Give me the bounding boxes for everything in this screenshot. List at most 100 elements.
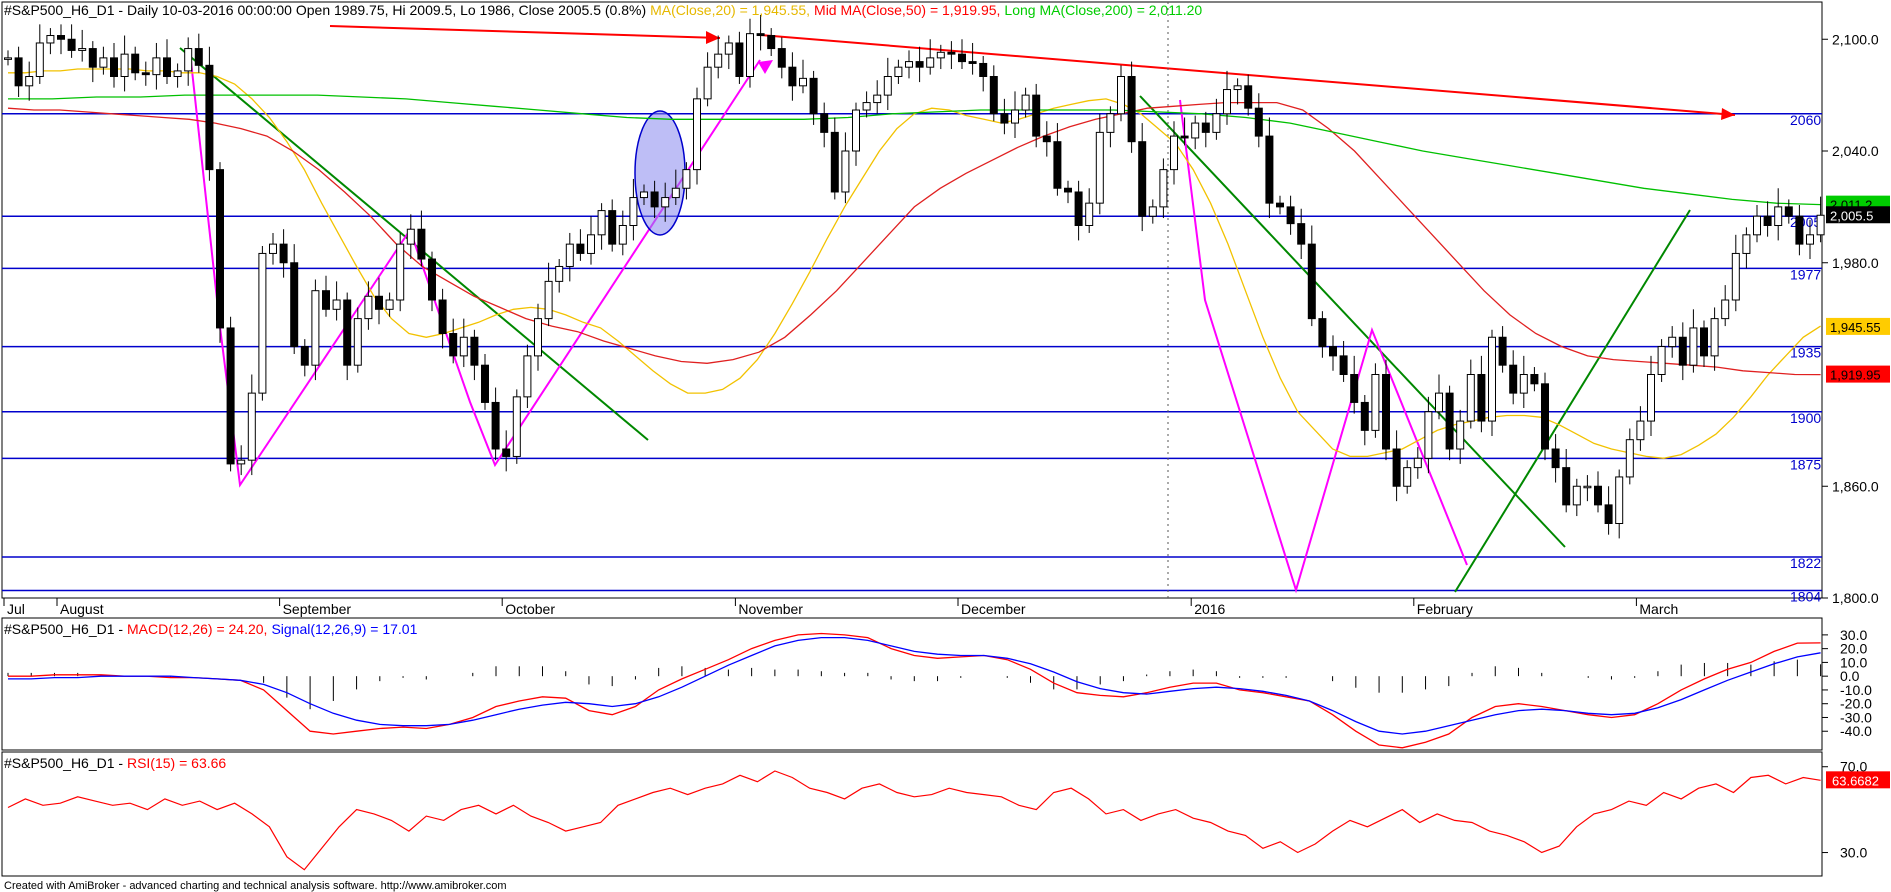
candle-body xyxy=(1625,439,1634,478)
candle-body xyxy=(1519,374,1528,394)
rsi-tick-label: 30.0 xyxy=(1840,845,1867,861)
candle-body xyxy=(1530,374,1539,385)
candle-body xyxy=(576,243,585,254)
macd-panel-frame xyxy=(1,617,1823,751)
candle-body xyxy=(926,57,935,68)
candle-body xyxy=(671,187,680,199)
candle-body xyxy=(481,364,489,403)
rsi-line xyxy=(7,770,1821,871)
candle-body xyxy=(1138,141,1147,217)
candle-body xyxy=(290,262,299,348)
candlesticks xyxy=(4,15,1825,539)
candle-body xyxy=(1721,299,1730,320)
rsi-panel: 70.0 30.0 63.6682 xyxy=(7,759,1890,871)
price-axis: 2,100.0 2,040.0 1,980.0 1,860.0 1,800.0 xyxy=(1822,31,1879,606)
candle-body xyxy=(1477,374,1486,422)
candle-body xyxy=(99,57,108,68)
candle-body xyxy=(1371,374,1380,431)
price-badge-bg xyxy=(1826,365,1890,383)
green-downtrend-2 xyxy=(1139,95,1566,548)
candle-body xyxy=(1350,374,1359,403)
month-label: September xyxy=(283,601,352,617)
candle-body xyxy=(682,169,691,189)
candle-body xyxy=(1594,485,1602,506)
candle-body xyxy=(703,66,712,100)
candle-body xyxy=(1307,243,1316,320)
level-label-1875: 1875 xyxy=(1790,456,1821,472)
price-tick-label: 1,800.0 xyxy=(1832,590,1879,606)
candle-body xyxy=(163,57,171,77)
candle-body xyxy=(300,346,309,366)
candle-body xyxy=(184,48,193,72)
candle-body xyxy=(343,299,352,366)
rsi-title-rsi: RSI(15) = 63.66 xyxy=(127,755,226,771)
candle-body xyxy=(1689,327,1698,366)
candle-body xyxy=(1032,94,1041,137)
candle-body xyxy=(152,57,161,76)
candle-body xyxy=(693,98,701,171)
candle-body xyxy=(1731,252,1740,301)
macd-title-macd: MACD(12,26) = 24.20, xyxy=(127,621,267,637)
macd-title: #S&P500_H6_D1 - MACD(12,26) = 24.20, Sign… xyxy=(4,621,418,637)
candle-body xyxy=(1445,392,1454,450)
rsi-badge-label: 63.6682 xyxy=(1832,773,1879,788)
candle-body xyxy=(1541,383,1549,450)
magenta-arrowhead xyxy=(758,60,773,74)
candle-body xyxy=(915,61,924,68)
candle-body xyxy=(650,191,659,208)
candle-body xyxy=(1011,109,1019,124)
candle-body xyxy=(597,210,606,236)
magenta-zigzag-2 xyxy=(1179,99,1468,594)
candle-body xyxy=(629,197,638,226)
candle-body xyxy=(788,66,797,87)
candle-body xyxy=(141,72,150,76)
candle-body xyxy=(714,53,723,68)
rsi-panel-frame xyxy=(1,751,1823,877)
candle-body xyxy=(1572,485,1581,506)
macd-tick-label: -30.0 xyxy=(1840,709,1872,725)
rsi-title: #S&P500_H6_D1 - RSI(15) = 63.66 xyxy=(4,755,226,771)
candle-body xyxy=(1636,420,1645,441)
candle-body xyxy=(777,48,786,68)
footer-credit: Created with AmiBroker - advanced charti… xyxy=(4,880,507,892)
top-arrow-red xyxy=(329,25,721,39)
price-title-ma200: Long MA(Close,200) = 2,011.20 xyxy=(1004,2,1202,18)
candle-body xyxy=(587,234,595,254)
macd-tick-label: -40.0 xyxy=(1840,723,1872,739)
candle-body xyxy=(1382,374,1390,450)
candle-body xyxy=(1360,401,1369,431)
candle-body xyxy=(1159,169,1168,208)
candle-body xyxy=(1403,467,1412,487)
price-title-ma20: MA(Close,20) = 1,945.55, xyxy=(650,2,810,18)
price-tick-label: 1,980.0 xyxy=(1832,255,1879,271)
price-badge-bg xyxy=(1826,206,1890,224)
candle-body xyxy=(724,42,733,55)
macd-tick-label: 10.0 xyxy=(1840,654,1867,670)
candle-body xyxy=(205,64,214,171)
candle-body xyxy=(1435,392,1443,413)
candle-body xyxy=(1456,420,1465,450)
level-label-1822: 1822 xyxy=(1790,555,1821,571)
month-axis: Jul August September October November Decembe… xyxy=(3,598,1678,617)
candle-body xyxy=(120,53,129,78)
candle-body xyxy=(1170,135,1178,171)
candle-body xyxy=(1223,89,1231,115)
macd-tick-label: -10.0 xyxy=(1840,682,1872,698)
candle-body xyxy=(1148,206,1157,217)
macd-panel: 30.020.010.00.0-10.0-20.0-30.0-40.0 xyxy=(7,627,1872,749)
candle-body xyxy=(1201,122,1210,133)
candle-body xyxy=(279,243,288,264)
price-badge-label: 1,919.95 xyxy=(1830,368,1881,383)
month-label: February xyxy=(1417,601,1473,617)
candle-body xyxy=(1498,336,1507,366)
candle-body xyxy=(1488,336,1496,422)
month-label: March xyxy=(1639,601,1678,617)
price-badge-label: 2,005.5 xyxy=(1830,208,1873,223)
candle-body xyxy=(1424,411,1433,459)
candle-body xyxy=(110,57,118,77)
candle-body xyxy=(936,51,945,59)
candle-body xyxy=(417,228,426,260)
candle-body xyxy=(830,131,839,193)
candle-body xyxy=(1700,327,1708,357)
month-label: August xyxy=(60,601,104,617)
